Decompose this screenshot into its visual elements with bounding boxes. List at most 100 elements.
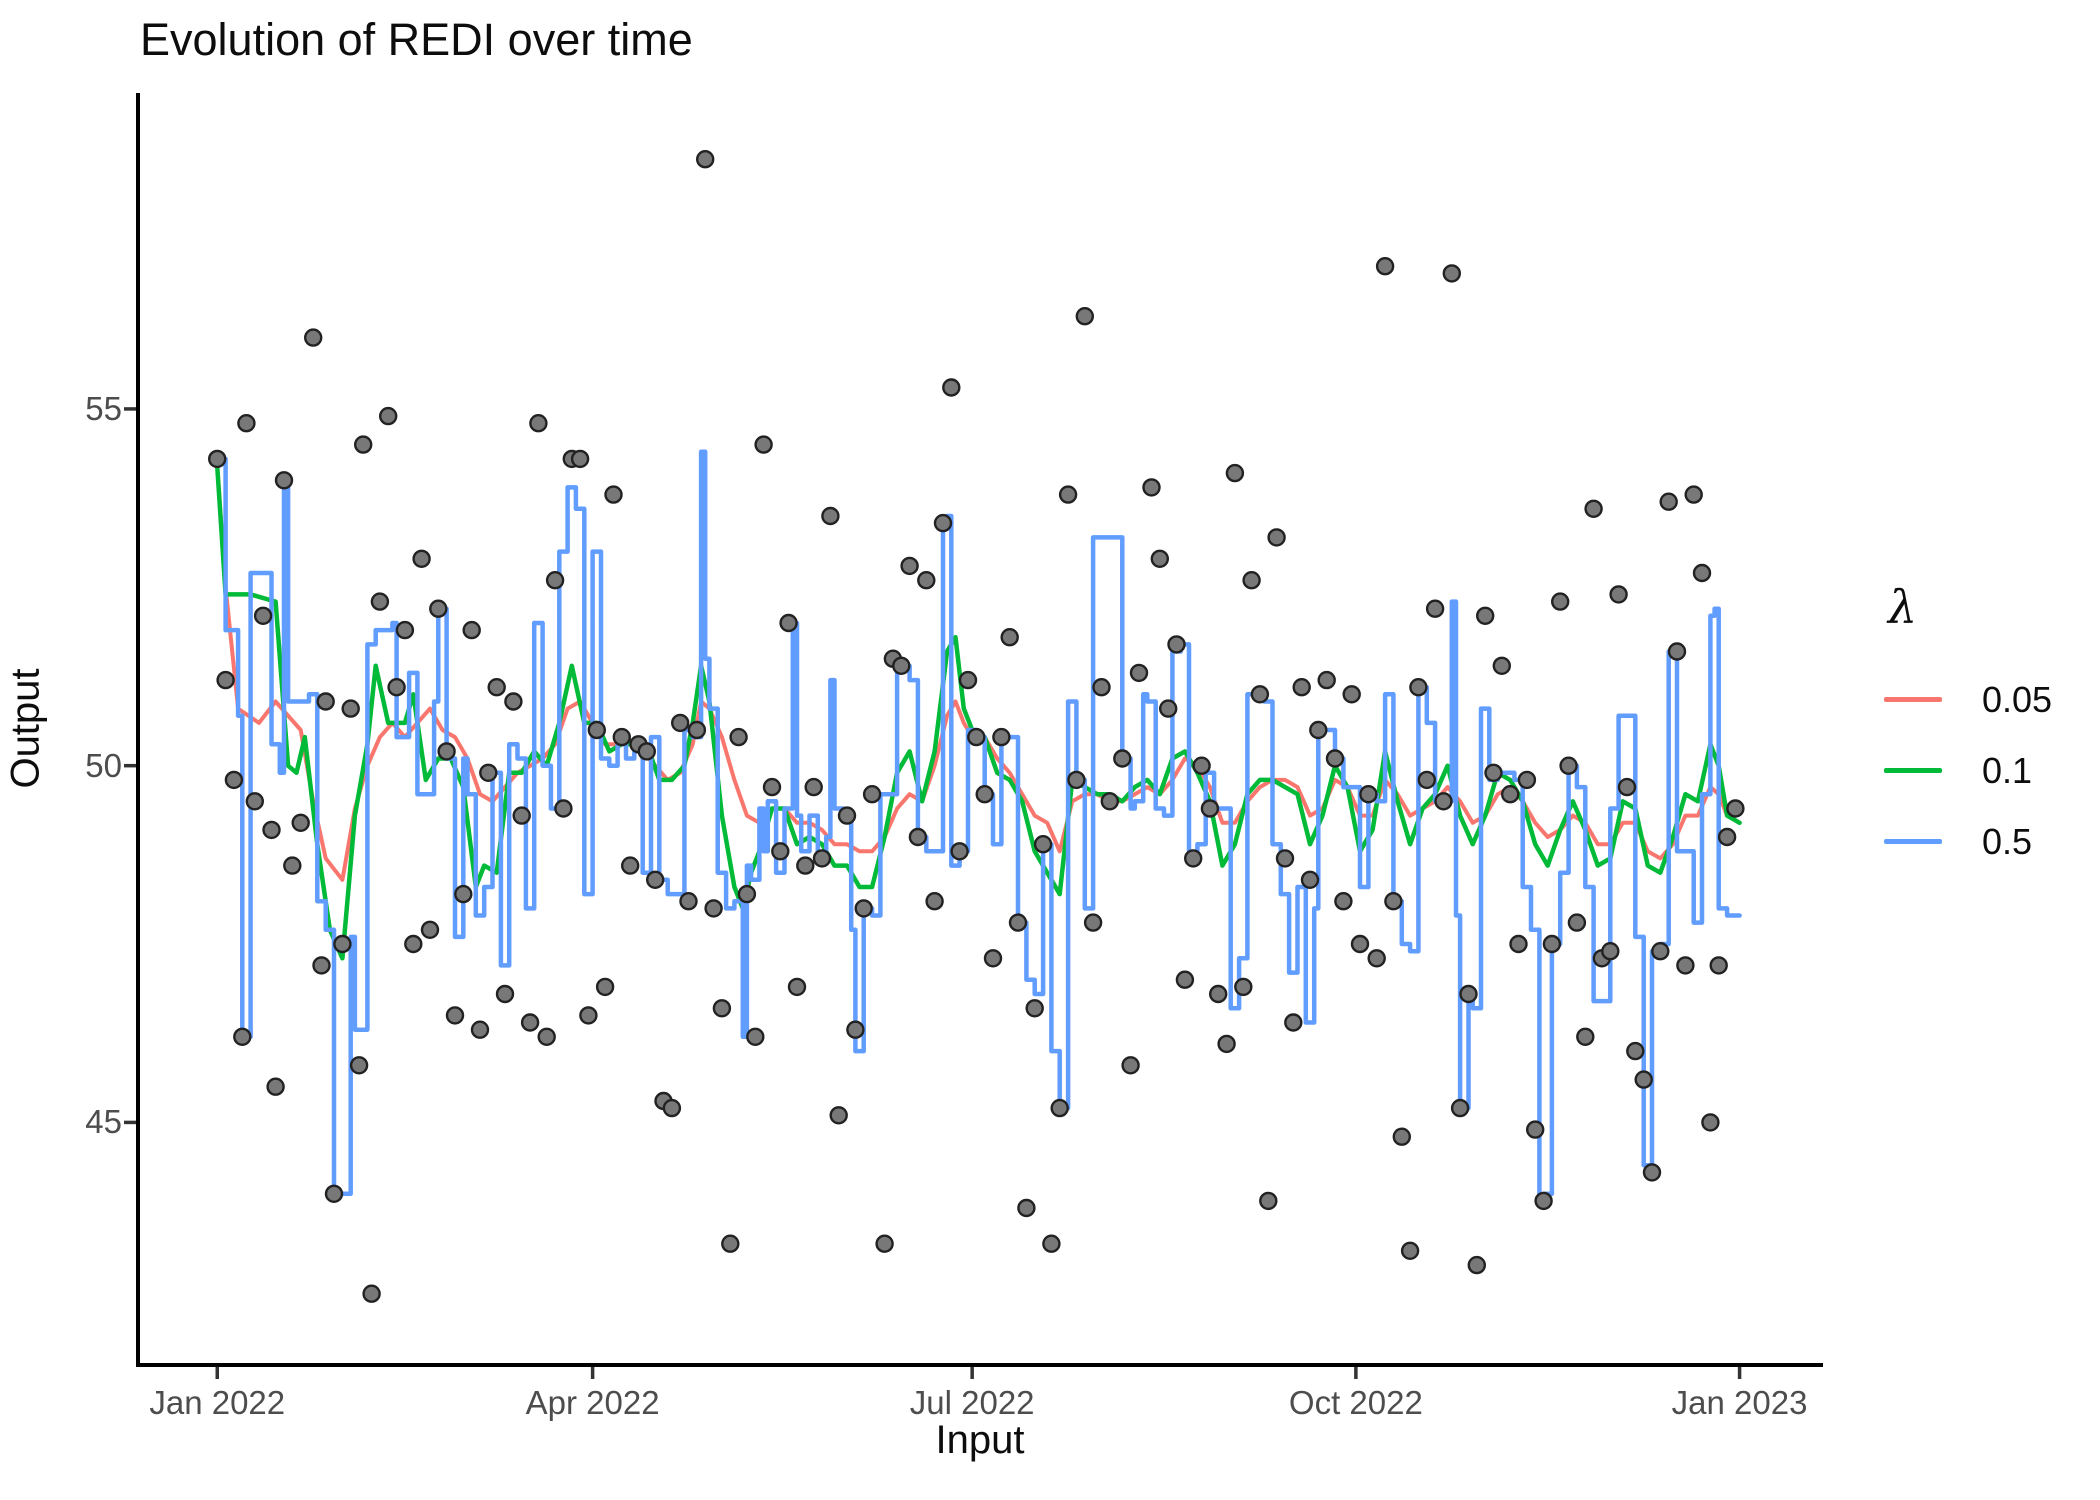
data-point [612,727,631,747]
plot-title: Evolution of REDI over time [140,14,693,65]
data-point [942,378,961,397]
data-point [1142,478,1161,497]
data-point [1000,628,1019,647]
data-point [1659,492,1678,511]
data-point [283,856,302,875]
data-point [1317,670,1336,690]
data-point [967,727,986,747]
data-point [1242,571,1261,590]
x-tick-label: Jul 2022 [909,1384,1035,1421]
data-point [207,449,227,469]
data-point [983,949,1003,968]
data-point [512,806,531,825]
data-point [412,549,431,568]
data-point [1542,934,1562,954]
data-point [1584,499,1603,518]
data-point [1617,777,1637,797]
legend: λ 0.05 0.1 0.5 [1884,580,2094,877]
data-point [1359,785,1378,804]
data-point [812,849,832,868]
legend-label: 0.5 [1982,820,2033,862]
data-point [1017,1198,1036,1218]
data-point [1384,892,1403,911]
y-tick-label: 45 [85,1103,122,1141]
legend-label: 0.05 [1982,678,2053,720]
data-point [1183,849,1203,868]
data-point [933,513,953,533]
data-point [237,414,256,433]
data-point [1350,934,1370,954]
data-point [1367,949,1386,968]
data-point [712,999,732,1018]
data-point [762,777,782,797]
data-point [1576,1027,1595,1047]
data-point [462,620,481,640]
series-line-0.1 [214,463,1742,961]
data-point [604,485,623,504]
data-point [1083,913,1103,932]
data-point [1417,770,1437,790]
legend-entry: 0.5 [1884,806,2094,877]
data-point [520,1013,540,1032]
data-point [1717,827,1737,847]
data-point [504,692,523,711]
data-point [1292,678,1311,697]
data-point [404,934,423,954]
data-point [1550,592,1570,611]
data-point [233,1027,252,1047]
data-point [1284,1013,1303,1032]
data-point [1234,977,1253,997]
data-point [1534,1191,1553,1211]
data-point [1075,307,1095,326]
x-axis-title: Input [935,1418,1025,1462]
data-point [587,720,606,740]
data-point [429,599,448,618]
data-point [1121,1056,1140,1075]
data-point [846,1020,865,1039]
data-point [529,414,548,433]
data-point [274,471,294,490]
data-point [900,556,919,576]
data-point [671,713,690,733]
data-point [1726,799,1745,818]
data-point [495,984,515,1004]
data-point [312,956,331,975]
data-point [1676,956,1695,975]
data-point [1484,763,1503,782]
x-tick-label: Jan 2022 [149,1384,286,1421]
data-point [729,727,748,747]
data-point [1192,756,1211,775]
data-point [1467,1255,1487,1275]
data-point [437,742,456,761]
data-point [804,777,823,797]
data-point [958,670,978,690]
data-point [837,806,857,825]
data-point [387,678,406,697]
data-point [821,506,840,526]
data-point [1392,1127,1412,1146]
data-point [646,870,665,889]
data-point [554,799,573,818]
legend-swatch-0.5 [1884,839,1942,844]
x-tick-label: Apr 2022 [525,1384,660,1421]
data-point [975,785,994,804]
data-point [1092,678,1111,697]
data-point [1567,913,1587,932]
data-point [1067,770,1086,790]
data-point [892,656,911,675]
data-point [796,856,815,875]
data-point [262,820,281,840]
data-point [1409,678,1428,697]
data-point [696,149,715,169]
data-point [1425,599,1445,618]
legend-label: 0.1 [1982,749,2033,791]
data-point [1434,792,1453,811]
legend-entry: 0.1 [1884,735,2094,806]
data-point [908,827,928,847]
data-point [875,1234,894,1253]
data-point [662,1098,682,1118]
data-point [595,977,615,997]
legend-swatch-0.05 [1884,697,1942,702]
